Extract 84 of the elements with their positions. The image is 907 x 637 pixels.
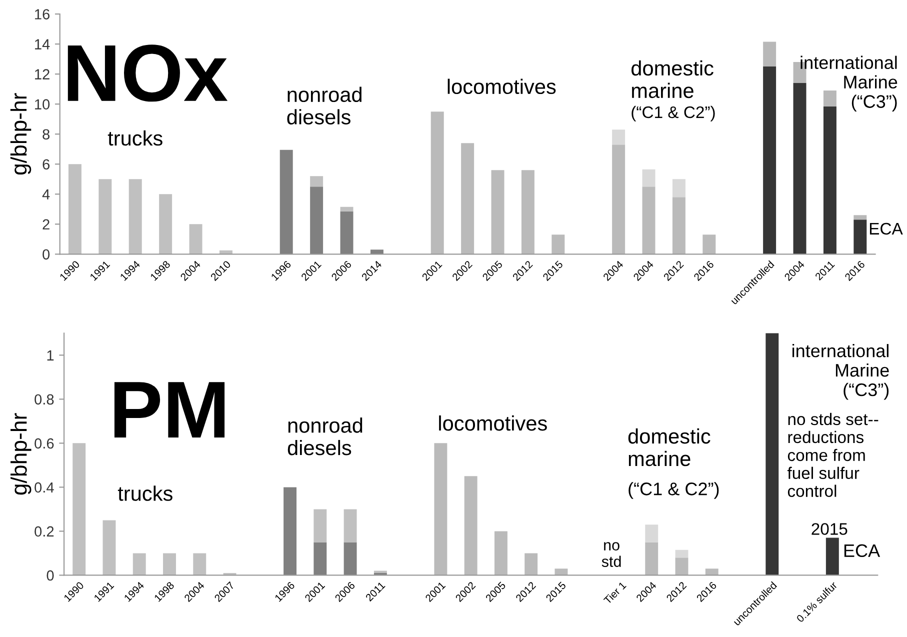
bar: [344, 542, 357, 576]
bar: [464, 476, 478, 576]
bar: [645, 542, 658, 576]
y-tick-label: 0.8: [34, 394, 54, 405]
bar: [554, 568, 568, 576]
bar: [793, 83, 806, 254]
bar: [524, 553, 538, 576]
bar: [675, 550, 688, 558]
y-tick-label: 14: [35, 39, 50, 50]
bar: [521, 170, 534, 254]
bar: [612, 130, 626, 145]
annotation: no std: [602, 542, 621, 567]
y-tick-label: 0: [46, 570, 54, 581]
y-tick-label: 0.2: [34, 526, 54, 537]
bar: [854, 215, 867, 220]
bar: [68, 164, 82, 254]
bar: [672, 197, 686, 254]
bar: [823, 90, 836, 106]
y-axis-title: g/bhp-hr: [10, 93, 32, 175]
bar: [159, 194, 172, 254]
bar: [702, 234, 716, 254]
y-tick-label: 16: [35, 9, 50, 20]
bar: [494, 531, 508, 576]
annotation: locomotives: [448, 78, 556, 94]
annotation: ECA: [844, 544, 880, 558]
bar: [98, 179, 112, 254]
bar: [826, 538, 839, 576]
bar: [552, 234, 565, 254]
annotation: international Marine (“C3”): [800, 56, 898, 112]
bar: [340, 206, 354, 212]
annotation: ECA: [870, 222, 903, 235]
annotation: locomotives: [439, 415, 547, 431]
bar: [128, 179, 142, 254]
bar: [314, 542, 327, 576]
bar: [284, 487, 297, 576]
y-tick-label: 0: [42, 249, 50, 260]
bar: [763, 42, 776, 67]
bar: [645, 524, 658, 542]
bar: [705, 568, 718, 576]
chart-title: PM: [114, 382, 225, 438]
annotation: (“C1 & C2”): [632, 106, 715, 122]
annotation: trucks: [118, 486, 172, 501]
y-axis-title: g/bhp-hr: [10, 413, 32, 495]
y-tick-label: 12: [35, 69, 50, 80]
annotation: domestic marine: [632, 60, 714, 98]
bar: [642, 186, 656, 254]
bar: [314, 509, 327, 542]
bar: [340, 211, 354, 254]
bar: [642, 169, 656, 187]
y-tick-label: 1: [47, 350, 54, 360]
bar: [763, 66, 776, 254]
annotation: (“C1 & C2”): [628, 482, 719, 499]
bar: [310, 186, 324, 254]
bar: [672, 179, 686, 198]
bar: [430, 112, 444, 254]
annotation: no stds set-- reductions come from fuel sulfur control: [787, 412, 878, 497]
bar: [344, 509, 357, 542]
bar: [310, 176, 324, 187]
bar: [434, 443, 448, 576]
y-tick-label: 4: [42, 189, 50, 200]
annotation: trucks: [108, 130, 162, 146]
annotation: 2015: [812, 523, 848, 535]
annotation: nonroad diesels: [288, 418, 362, 456]
y-tick-label: 10: [35, 99, 50, 110]
bar: [189, 224, 202, 254]
annotation: nonroad diesels: [287, 86, 362, 124]
bar: [612, 144, 626, 254]
bar: [280, 150, 293, 254]
y-tick-label: 8: [42, 129, 50, 140]
bar: [461, 143, 474, 254]
annotation: international Marine (“C3”): [792, 344, 889, 400]
bar: [374, 570, 387, 574]
x-tick-label: Tier 1: [603, 581, 627, 605]
bar: [675, 558, 688, 576]
y-tick-label: 0.4: [34, 482, 54, 493]
y-tick-label: 0.6: [34, 438, 54, 449]
y-tick-label: 6: [42, 159, 50, 170]
bar: [854, 220, 867, 254]
bar: [491, 170, 504, 254]
y-tick-label: 2: [42, 219, 50, 230]
bar: [823, 106, 836, 254]
annotation: domestic marine: [628, 428, 710, 466]
bar: [766, 333, 779, 576]
chart-title: NOx: [68, 44, 228, 102]
